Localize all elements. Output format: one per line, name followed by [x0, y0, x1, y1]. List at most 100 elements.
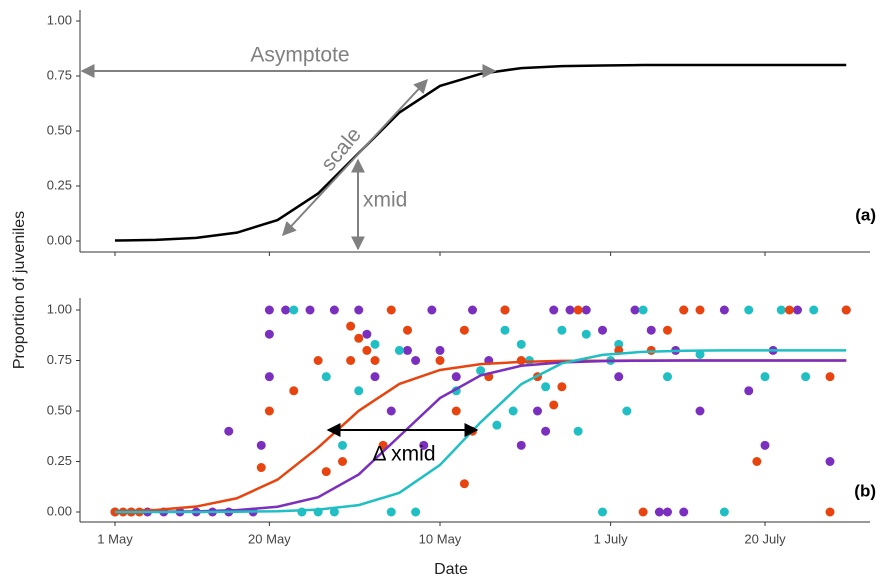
- point: [338, 457, 347, 466]
- point: [695, 349, 705, 359]
- point: [346, 321, 356, 331]
- point: [289, 305, 299, 315]
- point: [719, 305, 729, 315]
- point: [354, 305, 364, 315]
- point: [622, 406, 632, 416]
- y-tick-label: 0.75: [47, 352, 72, 367]
- point: [573, 426, 583, 436]
- point: [435, 345, 445, 355]
- point: [598, 507, 607, 517]
- point: [801, 372, 811, 382]
- point: [224, 426, 234, 436]
- annotation: Δ xmid: [372, 443, 435, 466]
- point: [451, 372, 461, 382]
- point: [663, 325, 672, 335]
- point: [321, 467, 331, 477]
- annotation: Asymptote: [250, 44, 349, 67]
- point: [646, 325, 656, 335]
- fit-curve: [115, 349, 847, 514]
- point: [256, 463, 266, 473]
- point: [370, 372, 380, 382]
- point: [573, 305, 583, 315]
- fit-curve: [114, 359, 847, 514]
- point: [516, 339, 526, 349]
- point: [500, 305, 510, 315]
- point: [264, 406, 274, 416]
- point: [638, 305, 648, 315]
- point: [516, 356, 526, 365]
- point: [500, 325, 510, 335]
- point: [679, 507, 689, 517]
- y-tick-label: 1.00: [47, 12, 72, 27]
- point: [386, 305, 396, 315]
- point: [841, 305, 851, 315]
- point: [354, 386, 364, 396]
- point: [492, 420, 502, 430]
- y-tick-label: 0.50: [47, 122, 72, 137]
- y-tick-label: 0.00: [47, 232, 72, 247]
- point: [541, 382, 551, 392]
- point: [419, 440, 429, 450]
- point: [281, 305, 291, 315]
- y-tick-label: 1.00: [47, 301, 72, 316]
- fit-curve: [114, 359, 847, 513]
- point: [313, 356, 323, 365]
- point: [630, 305, 640, 315]
- point: [370, 356, 380, 365]
- point: [362, 329, 372, 339]
- point: [394, 345, 404, 355]
- point: [459, 479, 469, 489]
- point: [411, 507, 421, 517]
- scale-arrow: [282, 78, 428, 237]
- point: [809, 305, 819, 315]
- point: [744, 386, 754, 396]
- point: [760, 440, 770, 450]
- point: [508, 406, 518, 416]
- y-tick-label: 0.50: [47, 402, 72, 417]
- panel-label: (b): [854, 481, 876, 500]
- y-tick-label: 0.00: [47, 503, 72, 518]
- annotation: xmid: [363, 189, 407, 212]
- point: [638, 507, 648, 517]
- point: [338, 440, 347, 450]
- point: [459, 325, 469, 335]
- panel-b-annotations: Δ xmid (b): [326, 423, 876, 500]
- point: [752, 457, 762, 466]
- point: [403, 325, 412, 335]
- point: [329, 305, 339, 315]
- point: [354, 333, 364, 343]
- x-tick-label: 1 May: [97, 531, 133, 546]
- point: [451, 406, 461, 416]
- point: [825, 507, 835, 517]
- point: [614, 372, 624, 382]
- x-tick-label: 1 July: [594, 531, 628, 546]
- point: [264, 329, 274, 339]
- point: [264, 372, 274, 382]
- point: [386, 406, 396, 416]
- point: [793, 305, 802, 315]
- panel-label: (a): [855, 205, 876, 224]
- y-axis-title: Proportion of juveniles: [11, 211, 28, 369]
- point: [476, 366, 486, 376]
- point: [776, 305, 786, 315]
- point: [581, 305, 591, 315]
- point: [305, 305, 315, 315]
- y-tick-label: 0.25: [47, 177, 72, 192]
- point: [468, 305, 477, 315]
- point: [256, 440, 266, 450]
- x-axis-title: Date: [434, 561, 468, 578]
- point: [435, 356, 445, 365]
- point: [825, 457, 835, 466]
- point: [581, 329, 591, 339]
- point: [386, 507, 396, 517]
- point: [557, 382, 567, 392]
- point: [598, 325, 607, 335]
- point: [533, 406, 542, 416]
- x-tick-label: 20 May: [248, 531, 291, 546]
- x-tick-label: 20 July: [744, 531, 786, 546]
- point: [744, 305, 754, 315]
- point: [264, 305, 274, 315]
- point: [784, 305, 794, 315]
- point: [825, 372, 835, 382]
